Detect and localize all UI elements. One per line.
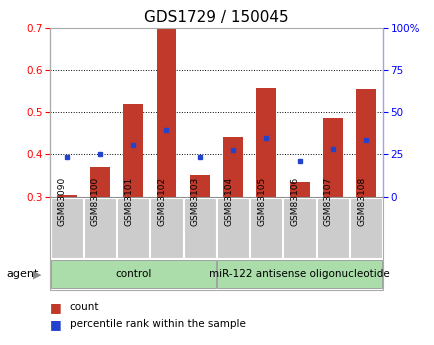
Text: percentile rank within the sample: percentile rank within the sample bbox=[69, 319, 245, 329]
Text: GSM83101: GSM83101 bbox=[124, 177, 133, 226]
Bar bbox=[183, 198, 215, 257]
Text: GSM83102: GSM83102 bbox=[157, 177, 166, 226]
Bar bbox=[289, 182, 309, 197]
Bar bbox=[84, 198, 116, 257]
Bar bbox=[90, 167, 110, 197]
Text: GSM83106: GSM83106 bbox=[290, 177, 299, 226]
Bar bbox=[223, 137, 243, 197]
Text: GSM83104: GSM83104 bbox=[224, 177, 233, 226]
Bar bbox=[150, 198, 182, 257]
Text: GSM83103: GSM83103 bbox=[191, 177, 199, 226]
Bar bbox=[50, 198, 82, 257]
Text: GSM83108: GSM83108 bbox=[356, 177, 365, 226]
Text: miR-122 antisense oligonucleotide: miR-122 antisense oligonucleotide bbox=[209, 269, 389, 279]
Text: control: control bbox=[115, 269, 151, 279]
Bar bbox=[256, 88, 276, 197]
Bar bbox=[250, 198, 282, 257]
Bar bbox=[123, 104, 143, 197]
Bar bbox=[355, 89, 375, 197]
Bar bbox=[217, 198, 249, 257]
Text: GDS1729 / 150045: GDS1729 / 150045 bbox=[144, 10, 288, 25]
Text: GSM83107: GSM83107 bbox=[323, 177, 332, 226]
Bar bbox=[189, 175, 209, 197]
Bar bbox=[51, 260, 215, 288]
Bar bbox=[349, 198, 381, 257]
Text: agent: agent bbox=[7, 269, 39, 279]
Text: GSM83100: GSM83100 bbox=[91, 177, 100, 226]
Text: GSM83105: GSM83105 bbox=[257, 177, 266, 226]
Bar bbox=[56, 195, 76, 197]
Bar bbox=[316, 198, 348, 257]
Text: GSM83090: GSM83090 bbox=[58, 177, 66, 226]
Text: count: count bbox=[69, 302, 99, 312]
Bar bbox=[217, 260, 381, 288]
Bar bbox=[322, 118, 342, 197]
Bar bbox=[117, 198, 149, 257]
Bar bbox=[283, 198, 315, 257]
Text: ■: ■ bbox=[50, 318, 62, 331]
Bar bbox=[156, 28, 176, 197]
Text: ■: ■ bbox=[50, 300, 62, 314]
Text: ▶: ▶ bbox=[33, 269, 41, 279]
